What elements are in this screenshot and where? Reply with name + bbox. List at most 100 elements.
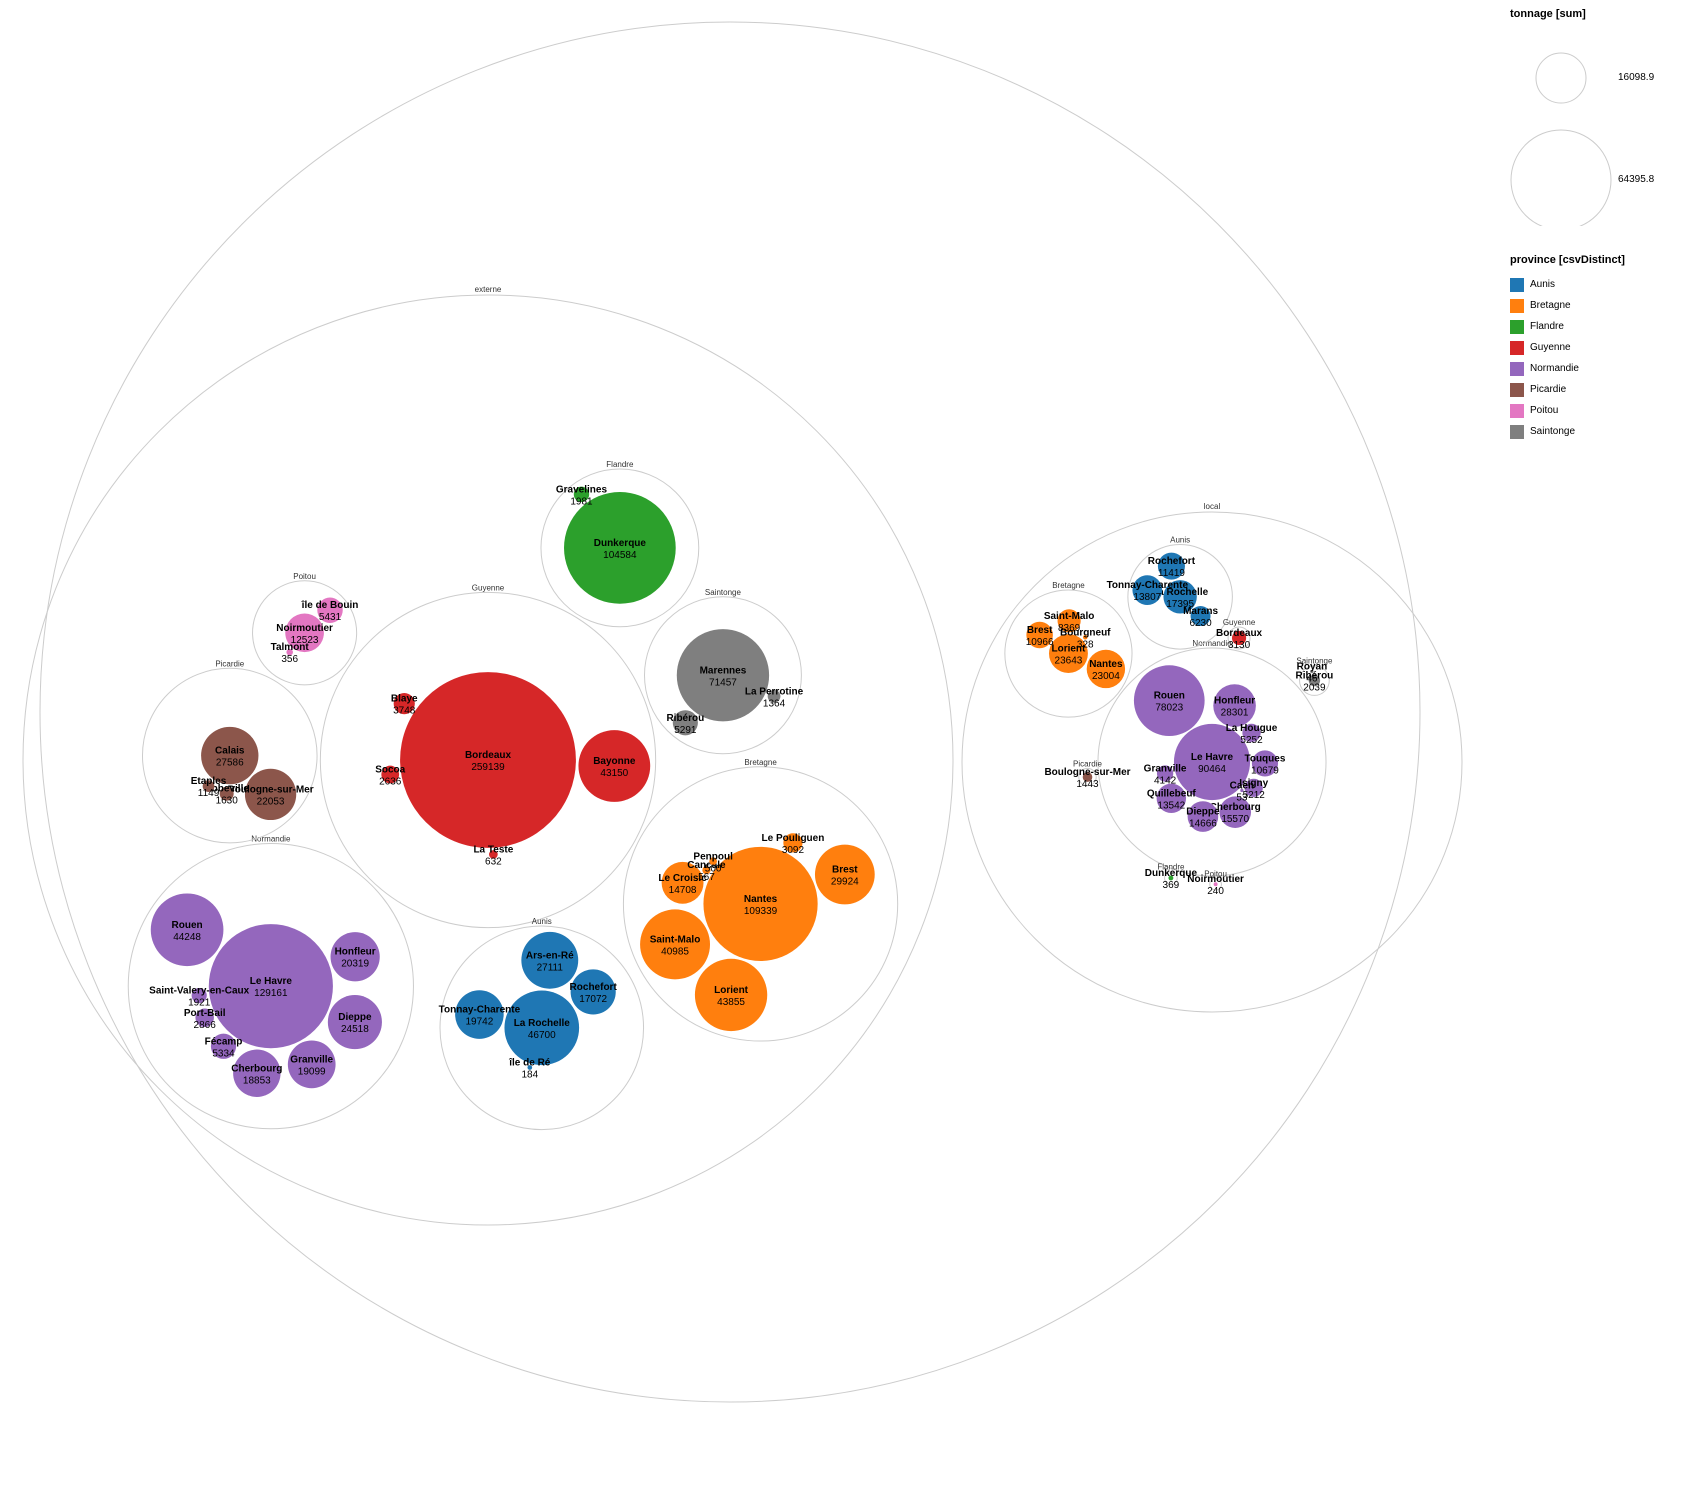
bubble-value: 240 [1207,886,1224,897]
bubble-value: 356 [281,654,298,665]
bubble-label: Fécamp [205,1036,243,1047]
bubble-circle [640,909,711,980]
color-legend-items: Aunis Bretagne Flandre Guyenne Normandie Pica… [1510,274,1690,442]
bubble-circle [1219,796,1252,828]
color-legend-title: province [csvDistinct] [1510,254,1625,266]
province-circle [622,766,899,1042]
bubble-label: Cancale [687,860,726,871]
bubble-label: Dieppe [338,1012,372,1023]
bubble-circle [578,730,651,802]
bubble-value: 43855 [717,997,745,1008]
bubble-circle [1157,552,1185,580]
legend-swatch [1510,361,1524,376]
bubble-label: Granville [1144,763,1187,774]
bubble-value: 1443 [1076,779,1099,790]
bubble-label: Le Croisic [658,873,707,884]
bubble-circle [1231,630,1247,646]
bubble-label: Honfleur [335,947,376,958]
bubble-circle [400,672,576,848]
bubble-value: 23643 [1055,656,1083,667]
bubble-circle [1187,801,1219,832]
bubble-label: Bourgneuf [1060,627,1111,638]
bubble-circle [455,990,504,1039]
province-circle [127,843,414,1130]
bubble-value: 19742 [465,1017,493,1028]
size-legend-circle-large [1510,129,1612,226]
bubble-label: La Perrotine [745,686,804,697]
bubble-circle [814,844,875,905]
bubble-label: Blaye [391,694,418,705]
bubble-circle [150,893,224,967]
root-bubble [39,21,1421,1403]
bubble-circle [1057,609,1081,633]
bubble-label: Ars-en-Ré [526,950,574,961]
bubble-circle [489,850,498,859]
bubble-value: 567 [698,872,715,883]
bubble-circle [564,492,676,604]
legend-label: Picardie [1530,384,1567,395]
bubble-value: 2039 [1303,683,1326,694]
bubble-label: La Rochelle [1152,587,1209,598]
bubble-value: 20319 [341,959,369,970]
bubble-circle [219,786,234,801]
bubble-value: 5291 [674,725,697,736]
province-circle [252,580,358,686]
bubble-circle [210,1033,237,1059]
bubble-value: 19099 [298,1066,326,1077]
province-circle [1004,589,1133,718]
legend-label: Bretagne [1530,300,1571,311]
bubble-circle [1082,772,1093,782]
bubble-value: 90464 [1198,764,1226,775]
bubble-label: La Teste [473,844,513,855]
bubble-circle [1244,778,1263,797]
bubble-label: Tonnay-Charente [1107,580,1189,591]
bubble-circle [208,924,333,1049]
bubble-circle [702,866,711,875]
bubble-value: 5334 [212,1048,235,1059]
province-label: Guyenne [472,583,505,592]
bubble-label: Cherbourg [231,1063,282,1074]
size-legend-label-large: 64395.8 [1618,174,1655,185]
bubble-value: 43150 [600,768,628,779]
bubble-label: Boulogne-sur-Mer [1044,767,1130,778]
size-legend: 16098.9 64395.8 [1510,26,1690,226]
bubble-value: 104584 [603,550,637,561]
bubble-value: 12523 [291,635,319,646]
bubble-value: 53 [1236,792,1248,803]
bubble-label: Gravelines [556,484,608,495]
bubble-label: Brest [832,864,858,875]
bubble-value: 10966 [1026,637,1054,648]
bubble-label: Lorient [714,985,749,996]
legend-label: Flandre [1530,321,1564,332]
province-label: Picardie [1073,759,1102,768]
root-circle [39,21,1421,1403]
bubble-circle [1173,723,1251,801]
bubble-label: Nantes [744,894,778,905]
bubble-circle [1133,665,1205,736]
province-circle [643,596,802,755]
